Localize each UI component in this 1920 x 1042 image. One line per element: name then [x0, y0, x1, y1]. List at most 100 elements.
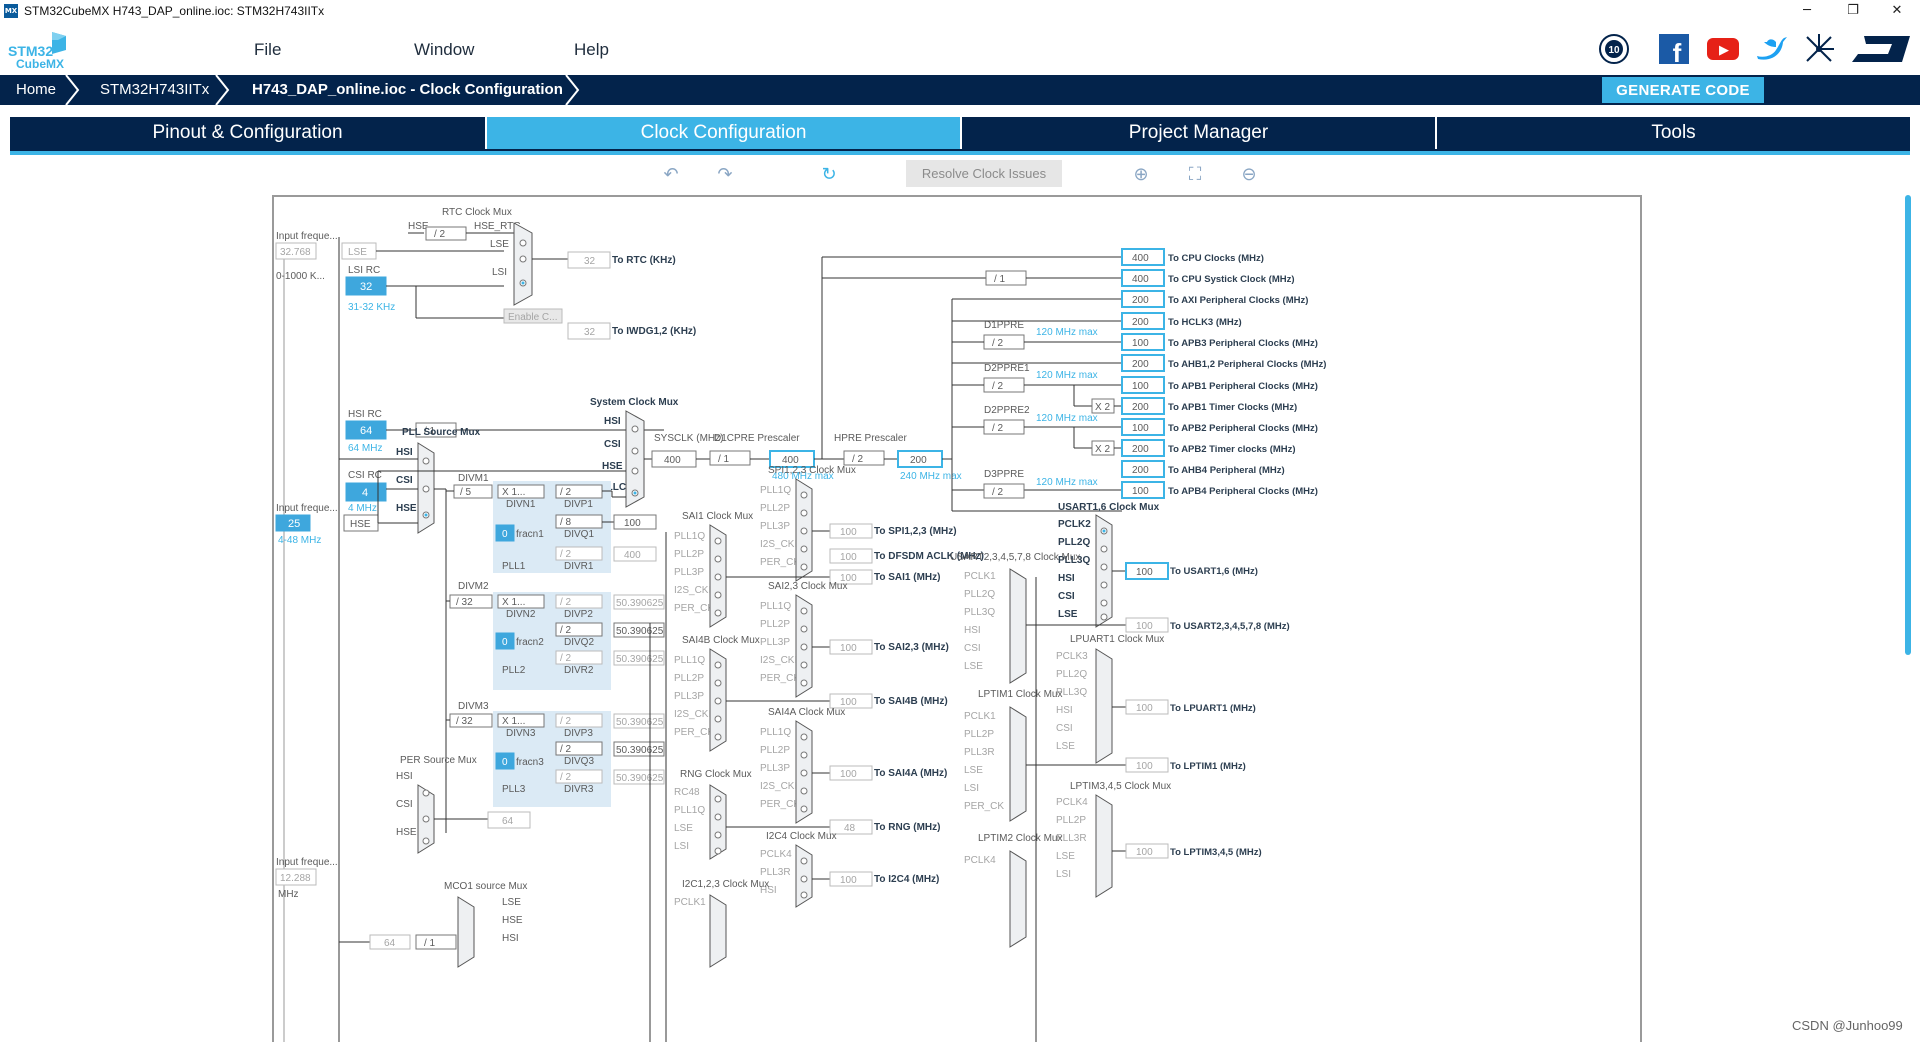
clock-tree-canvas[interactable]: Input freque... 32.768 0-1000 K... LSE L… [272, 195, 1642, 1042]
divr3-output-field[interactable] [613, 769, 665, 785]
divr2-divider[interactable] [555, 650, 603, 665]
zoom-out-icon[interactable]: ⊖ [1241, 164, 1257, 185]
restore-button[interactable]: ❐ [1847, 3, 1859, 18]
facebook-icon[interactable]: f [1657, 32, 1691, 68]
minimize-button[interactable]: ─ [1803, 3, 1811, 18]
d2ppre1-divider[interactable] [983, 377, 1025, 393]
rtc-enable-css-button[interactable] [503, 308, 563, 324]
divp3-output-field[interactable] [613, 713, 665, 729]
d1ppre-divider[interactable] [983, 334, 1025, 350]
zoom-in-icon[interactable]: ⊕ [1133, 164, 1149, 185]
i2c123-clock-mux[interactable] [709, 894, 727, 968]
breadcrumb-project[interactable]: H743_DAP_online.ioc - Clock Configuratio… [252, 81, 563, 98]
bus-output-field[interactable] [1121, 439, 1165, 457]
d1cpre-divider[interactable] [709, 450, 751, 466]
anniversary-icon[interactable]: 10 [1597, 32, 1631, 66]
fit-to-screen-icon[interactable]: ⛶ [1188, 164, 1202, 185]
usart16-clock-mux[interactable] [1095, 514, 1113, 628]
divq1-output-field[interactable] [613, 514, 657, 530]
divp2-output-field[interactable] [613, 594, 665, 610]
tab-pinout-configuration[interactable]: Pinout & Configuration [10, 117, 487, 149]
divr3-divider[interactable] [555, 769, 603, 784]
divr1-output-field[interactable] [613, 546, 657, 562]
hpre-divider[interactable] [843, 450, 885, 466]
system-clock-mux[interactable] [625, 410, 645, 508]
redo-icon[interactable]: ↷ [717, 164, 733, 185]
bus-output-field[interactable] [1121, 269, 1165, 287]
csi-rc-block[interactable] [345, 482, 387, 502]
mco1-source-mux[interactable] [457, 896, 475, 968]
hse-freq-field[interactable] [275, 514, 311, 532]
generate-code-button[interactable]: GENERATE CODE [1602, 77, 1764, 103]
menu-window[interactable]: Window [414, 40, 475, 59]
divq3-output-field[interactable] [613, 741, 665, 757]
rtc-output-field[interactable] [567, 251, 611, 269]
mco1-divider[interactable] [415, 934, 457, 950]
tab-project-manager[interactable]: Project Manager [962, 117, 1437, 149]
sai4a-output-field[interactable] [829, 765, 873, 781]
divr1-divider[interactable] [555, 546, 603, 561]
bus-output-field[interactable] [1121, 481, 1165, 499]
refresh-icon[interactable]: ↻ [821, 164, 837, 185]
bus-output-field[interactable] [1121, 354, 1165, 372]
lpuart1-clock-mux[interactable] [1095, 648, 1113, 764]
sai23-output-field[interactable] [829, 639, 873, 655]
divn3-multiplier[interactable] [497, 713, 545, 728]
i2s-ckin-freq-field[interactable] [275, 868, 317, 886]
mco1-output-field[interactable] [369, 934, 411, 950]
divp3-divider[interactable] [555, 713, 603, 728]
lpuart1-output-field[interactable] [1125, 699, 1169, 715]
bus-output-field[interactable] [1121, 460, 1165, 478]
menu-help[interactable]: Help [574, 40, 609, 59]
bus-output-field[interactable] [1121, 312, 1165, 330]
vertical-scrollbar-thumb[interactable] [1905, 195, 1911, 655]
divq3-divider[interactable] [555, 741, 603, 756]
bus-output-field[interactable] [1121, 248, 1165, 266]
fracn3-field[interactable] [495, 752, 515, 770]
d2ppre2-divider[interactable] [983, 419, 1025, 435]
usart2-clock-mux[interactable] [1009, 568, 1027, 684]
lse-freq-field[interactable] [275, 242, 317, 260]
bus-output-field[interactable] [1121, 397, 1165, 415]
usart2-output-field[interactable] [1125, 617, 1169, 633]
tab-clock-configuration[interactable]: Clock Configuration [487, 117, 962, 149]
fracn2-field[interactable] [495, 632, 515, 650]
undo-icon[interactable]: ↶ [663, 164, 679, 185]
rng-clock-mux[interactable] [709, 784, 727, 860]
menu-file[interactable]: File [254, 40, 282, 59]
divn1-multiplier[interactable] [497, 484, 545, 499]
divq2-divider[interactable] [555, 622, 603, 637]
tab-tools[interactable]: Tools [1651, 122, 1696, 143]
breadcrumb-mcu[interactable]: STM32H743IITx [100, 81, 210, 98]
rtc-clock-mux[interactable] [513, 222, 533, 306]
lptim2-clock-mux[interactable] [1009, 850, 1027, 948]
breadcrumb-home[interactable]: Home [16, 81, 57, 98]
systick-divider[interactable] [985, 270, 1027, 286]
lptim345-output-field[interactable] [1125, 843, 1169, 859]
twitter-icon[interactable] [1754, 32, 1788, 66]
bus-output-field[interactable] [1121, 376, 1165, 394]
sai4b-output-field[interactable] [829, 693, 873, 709]
network-icon[interactable] [1802, 32, 1836, 66]
divq2-output-field[interactable] [613, 622, 665, 638]
divp2-divider[interactable] [555, 594, 603, 609]
lptim345-clock-mux[interactable] [1095, 794, 1113, 898]
bus-output-field[interactable] [1121, 290, 1165, 308]
lptim1-output-field[interactable] [1125, 757, 1169, 773]
divr2-output-field[interactable] [613, 650, 665, 666]
per-output-field[interactable] [487, 811, 531, 829]
lptim1-clock-mux[interactable] [1009, 706, 1027, 822]
spi-output-field[interactable] [829, 523, 873, 539]
st-logo-icon[interactable] [1852, 32, 1912, 66]
iwdg-output-field[interactable] [567, 322, 611, 340]
hse-rtc-divider[interactable] [425, 226, 467, 241]
divn2-multiplier[interactable] [497, 594, 545, 609]
rng-output-field[interactable] [829, 819, 873, 835]
dfsdm-output-field[interactable] [829, 548, 873, 564]
bus-output-field[interactable] [1121, 418, 1165, 436]
resolve-clock-issues-button[interactable]: Resolve Clock Issues [906, 160, 1062, 187]
youtube-icon[interactable]: ▶ [1706, 32, 1740, 66]
d3ppre-divider[interactable] [983, 483, 1025, 499]
bus-output-field[interactable] [1121, 333, 1165, 351]
i2c4-output-field[interactable] [829, 871, 873, 887]
